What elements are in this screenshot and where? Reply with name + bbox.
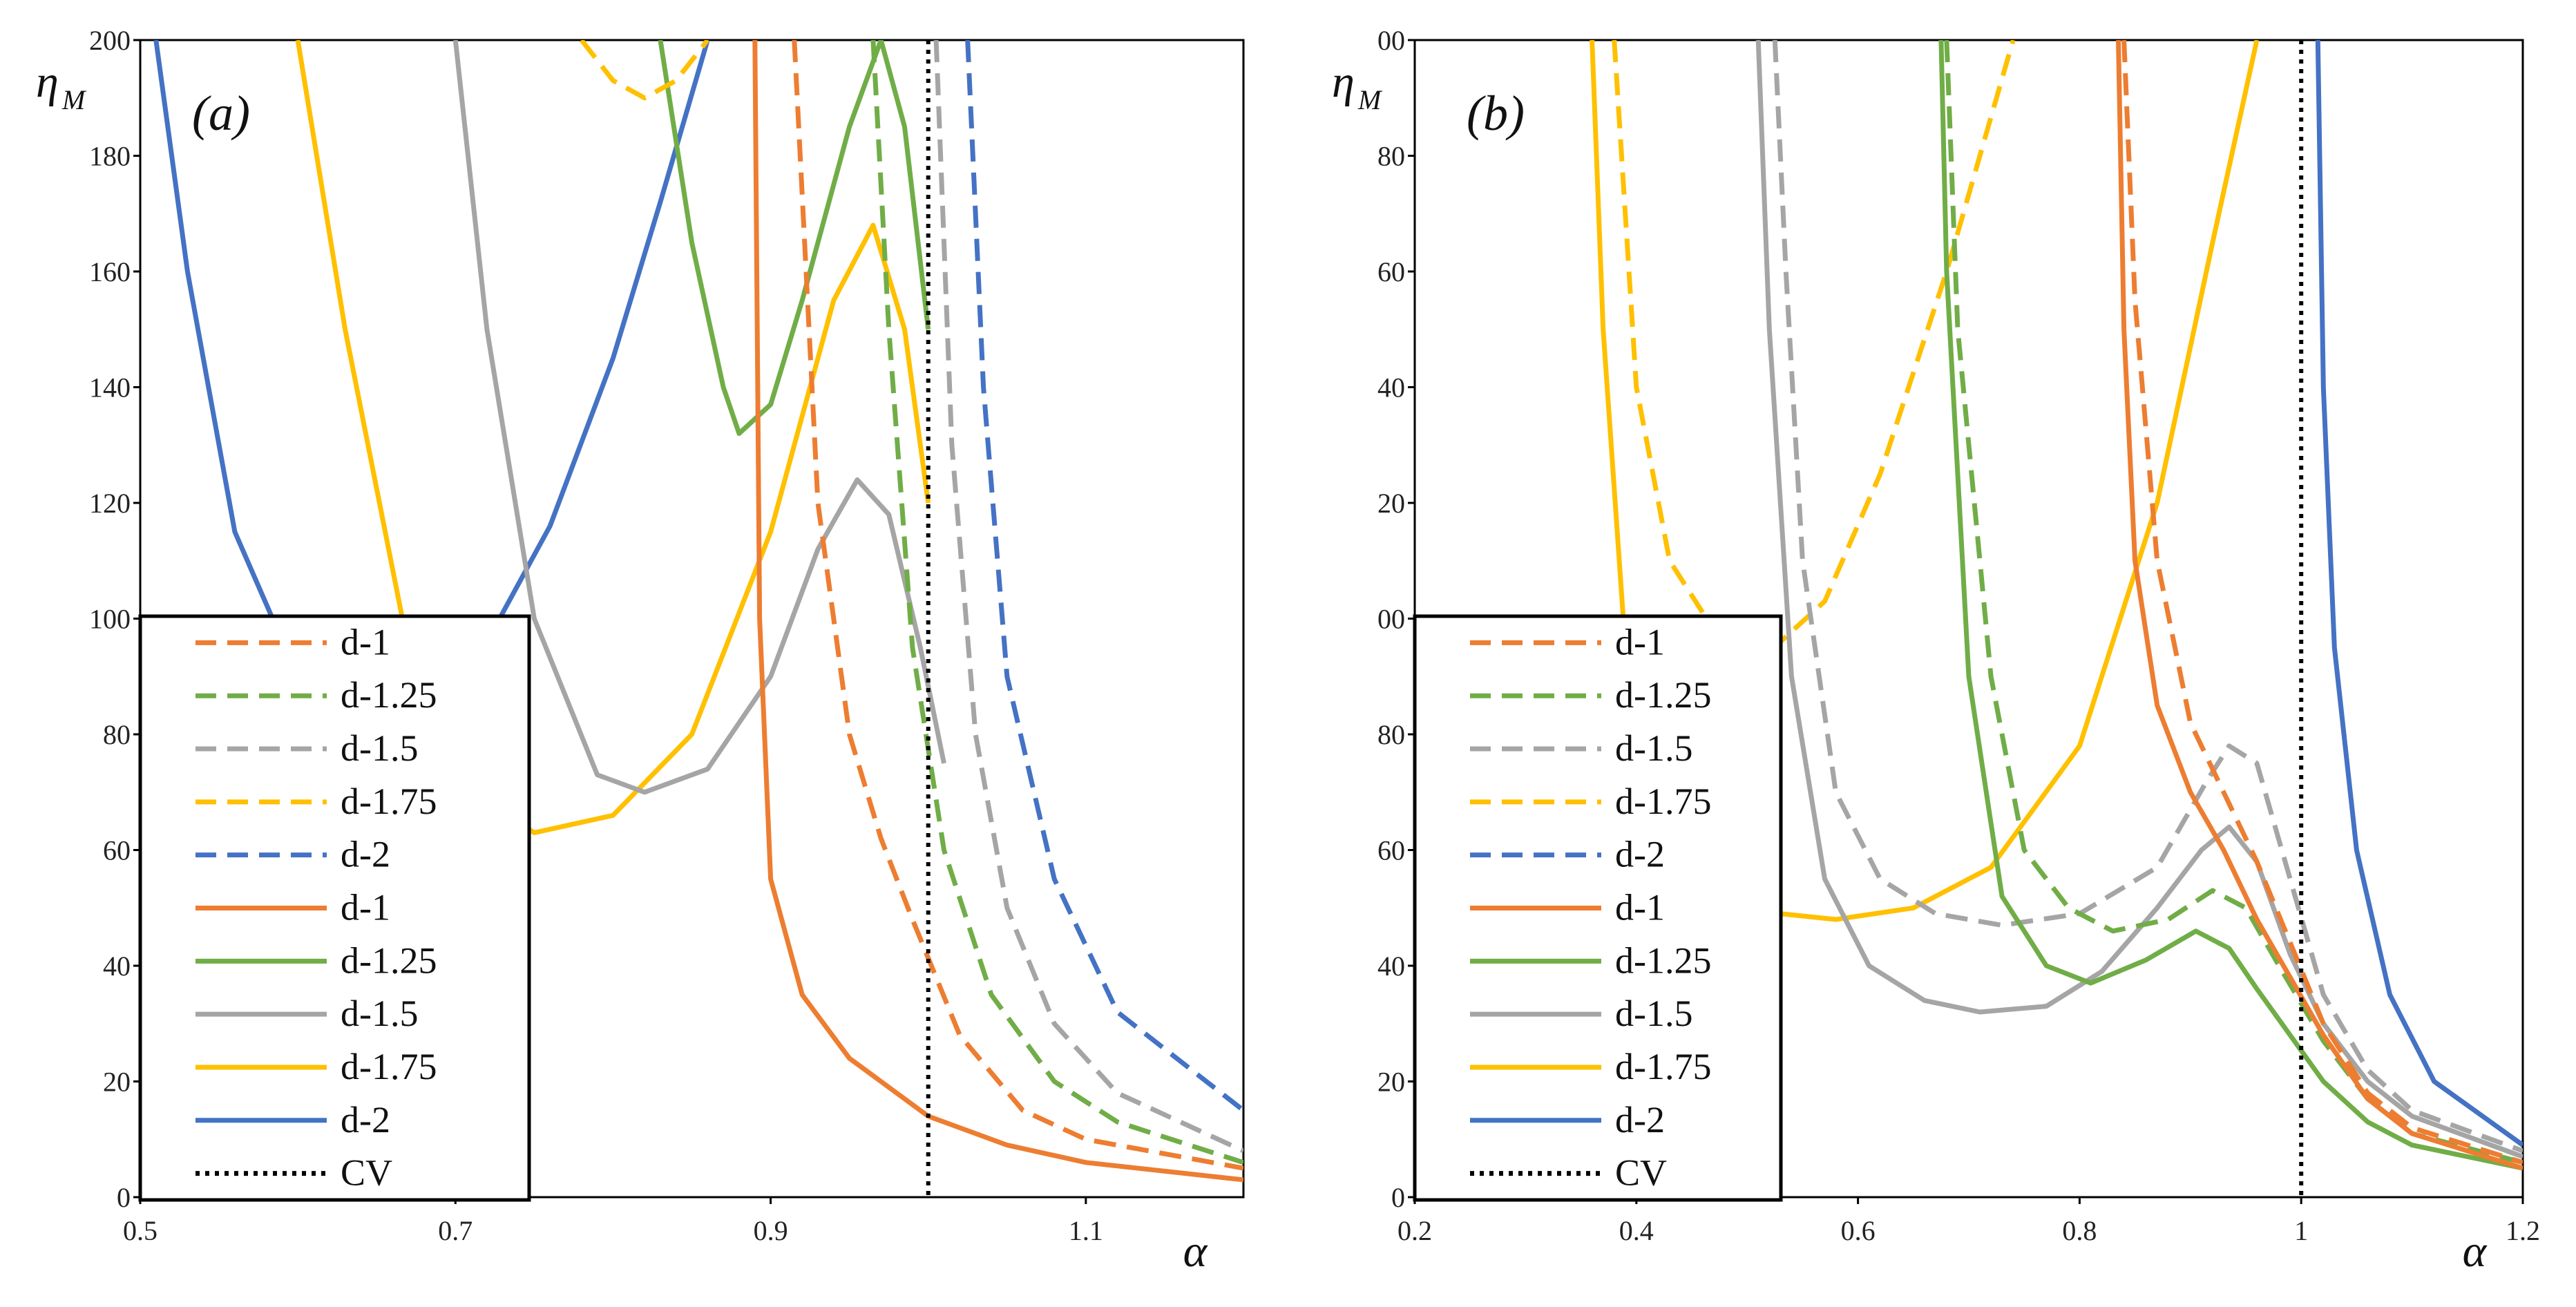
y-axis-label-subscript: M — [61, 84, 87, 115]
series-line-d-1.5-dashed — [1772, 40, 2523, 1154]
series-line-d-1.25-solid — [1938, 40, 2523, 1171]
y-tick-label: 100 — [89, 604, 131, 635]
y-tick-label: 60 — [1377, 256, 1405, 287]
y-tick-label: 00 — [1377, 604, 1405, 635]
series-line-d-1-solid — [2116, 40, 2523, 1171]
y-axis-label: η — [36, 57, 59, 107]
legend-label: d-1 — [341, 621, 390, 662]
x-tick-label: 0.7 — [438, 1215, 473, 1246]
series-line-d-1.25-dashed — [870, 40, 1243, 1165]
legend-label: d-1.25 — [1615, 939, 1711, 981]
legend-label: d-2 — [341, 834, 390, 875]
legend-label: d-2 — [1615, 834, 1665, 875]
y-tick-label: 80 — [103, 719, 131, 750]
series-line-d-1.25-solid — [658, 40, 931, 436]
series-line-d-1.5-solid — [452, 40, 946, 795]
series-line-d-1-solid — [752, 40, 1243, 1183]
series-line-d-2-dashed — [965, 40, 1243, 1113]
panel-label: (a) — [192, 86, 250, 141]
legend-label: d-1 — [1615, 887, 1665, 928]
panel-1: 0 20 40 60 80 00 20 40 60 80 00 0.2 0.4 0.6 0.8 1 1.2 α η M… — [1332, 25, 2540, 1277]
y-tick-label: 0 — [1391, 1182, 1405, 1213]
x-axis-label: α — [1183, 1226, 1208, 1277]
legend-label: d-1.25 — [341, 939, 437, 981]
y-tick-label: 40 — [1377, 372, 1405, 403]
x-tick-label: 0.5 — [123, 1215, 158, 1246]
x-tick-label: 0.8 — [2062, 1215, 2097, 1246]
series-line-d-1.75-dashed — [580, 40, 710, 101]
y-tick-label: 80 — [1377, 141, 1405, 172]
legend-label: d-1.25 — [341, 674, 437, 716]
series-line-d-1-dashed — [2121, 40, 2523, 1165]
y-tick-label: 60 — [103, 835, 131, 866]
y-tick-label: 140 — [89, 372, 131, 403]
y-tick-label: 80 — [1377, 719, 1405, 750]
x-tick-label: 1 — [2294, 1215, 2308, 1246]
legend-label: d-1.5 — [1615, 727, 1692, 769]
y-tick-label: 40 — [1377, 951, 1405, 982]
series-line-d-1.5-dashed — [933, 40, 1243, 1154]
y-tick-label: 20 — [1377, 488, 1405, 519]
legend-label: d-1.5 — [1615, 993, 1692, 1034]
x-tick-label: 0.2 — [1397, 1215, 1432, 1246]
legend-label: d-1.75 — [341, 1046, 437, 1087]
legend-label: d-1.5 — [341, 993, 418, 1034]
legend-label: d-1 — [1615, 621, 1665, 662]
panel-0: 0 20 40 60 80 100 120 140 160 180 200 0.5 0.7 0.9 1.1 α… — [36, 25, 1245, 1277]
series-group — [153, 40, 1243, 1197]
x-tick-label: 0.9 — [754, 1215, 788, 1246]
y-tick-label: 200 — [89, 25, 131, 56]
legend-label: d-1.25 — [1615, 674, 1711, 716]
legend-label: d-1.75 — [1615, 1046, 1711, 1087]
x-tick-label: 1.1 — [1069, 1215, 1103, 1246]
series-line-d-1.25-dashed — [1944, 40, 2523, 1165]
y-tick-label: 180 — [89, 141, 131, 172]
y-tick-label: 60 — [1377, 835, 1405, 866]
y-tick-label: 160 — [89, 256, 131, 287]
panel-label: (b) — [1467, 86, 1525, 141]
y-axis-label-subscript: M — [1357, 84, 1383, 115]
series-line-d-1.75-solid — [295, 40, 931, 835]
legend: d-1 d-1.25 d-1.5 d-1.75 d-2 d-1 d-1.25 d-1.5 d-1… — [1413, 614, 1783, 1202]
y-tick-label: 00 — [1377, 25, 1405, 56]
x-tick-label: 1.2 — [2506, 1215, 2540, 1246]
series-line-d-2-solid — [2315, 40, 2523, 1147]
x-axis-label: α — [2463, 1226, 2488, 1277]
series-line-d-1-dashed — [792, 40, 1243, 1171]
x-tick-label: 0.6 — [1841, 1215, 1876, 1246]
legend-label: d-1.75 — [341, 781, 437, 822]
legend-label: d-2 — [1615, 1099, 1665, 1141]
legend-label: d-1 — [341, 887, 390, 928]
y-tick-label: 20 — [103, 1067, 131, 1098]
legend-label: d-2 — [341, 1099, 390, 1141]
y-tick-label: 20 — [1377, 1067, 1405, 1098]
y-tick-label: 40 — [103, 951, 131, 982]
y-tick-label: 0 — [117, 1182, 131, 1213]
legend-label: CV — [341, 1152, 392, 1194]
x-tick-label: 0.4 — [1619, 1215, 1654, 1246]
legend-label: d-1.75 — [1615, 781, 1711, 822]
y-axis-label: η — [1332, 57, 1355, 107]
y-tick-label: 120 — [89, 488, 131, 519]
legend-label: CV — [1615, 1152, 1667, 1194]
legend-label: d-1.5 — [341, 727, 418, 769]
series-line-d-1.75-dashed — [1612, 40, 2016, 650]
legend: d-1 d-1.25 d-1.5 d-1.75 d-2 d-1 d-1.25 d-1.5 d-1… — [138, 614, 531, 1202]
